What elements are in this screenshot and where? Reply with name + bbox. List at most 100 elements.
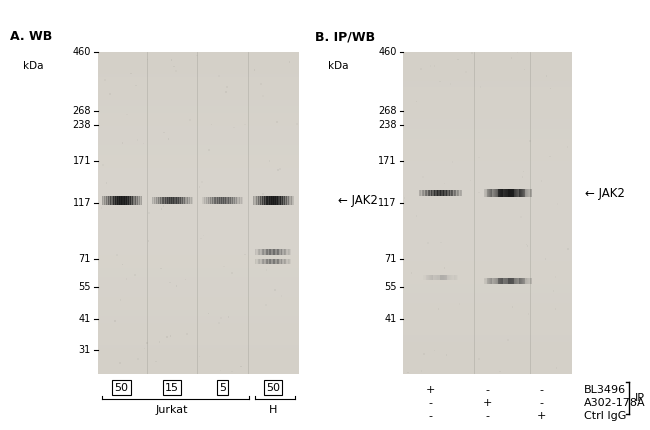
Bar [567, 147, 568, 148]
Bar [200, 238, 202, 240]
Bar [98, 97, 299, 100]
Bar [98, 68, 299, 71]
Bar [98, 245, 299, 248]
Bar [478, 358, 480, 359]
Bar [119, 362, 121, 364]
Bar [403, 352, 572, 355]
Text: 268: 268 [378, 106, 396, 117]
Bar [403, 107, 572, 110]
Bar [98, 123, 299, 126]
Bar [510, 189, 511, 197]
Bar [186, 333, 188, 335]
Bar [497, 278, 498, 284]
Bar [279, 168, 281, 170]
Bar [114, 320, 116, 322]
Bar [416, 215, 417, 217]
Bar [498, 189, 499, 197]
Bar [403, 87, 572, 90]
Text: Jurkat: Jurkat [156, 405, 188, 415]
Bar [486, 278, 487, 284]
Bar [403, 264, 572, 267]
Bar [555, 308, 556, 310]
Bar [517, 189, 518, 197]
Bar [135, 85, 136, 86]
Bar [471, 52, 473, 54]
Bar [403, 219, 572, 223]
Bar [99, 110, 100, 111]
Bar [524, 69, 525, 71]
Bar [525, 278, 526, 284]
Text: 268: 268 [73, 106, 91, 117]
Text: kDa: kDa [328, 61, 349, 71]
Bar [403, 232, 572, 236]
Bar [510, 278, 511, 284]
Bar [530, 189, 531, 197]
Bar [545, 258, 546, 260]
Bar [492, 189, 493, 197]
Bar [98, 255, 299, 258]
Bar [403, 313, 572, 316]
Bar [528, 278, 529, 284]
Bar [266, 269, 267, 270]
Bar [98, 164, 299, 168]
Bar [98, 138, 299, 142]
Bar [98, 216, 299, 219]
Bar [274, 289, 276, 291]
Bar [496, 278, 497, 284]
Bar [403, 300, 572, 303]
Text: 460: 460 [378, 46, 396, 57]
Bar [552, 290, 554, 292]
Bar [98, 152, 299, 155]
Bar [498, 278, 499, 284]
Bar [526, 278, 528, 280]
Bar [516, 189, 517, 197]
Bar [98, 113, 299, 116]
Bar [98, 316, 299, 319]
Bar [485, 189, 486, 197]
Bar [484, 278, 485, 284]
Bar [98, 236, 299, 239]
Bar [499, 189, 500, 197]
Bar [106, 182, 107, 184]
Bar [403, 138, 572, 142]
Bar [523, 171, 525, 172]
Bar [98, 368, 299, 371]
Bar [98, 261, 299, 264]
Bar [98, 171, 299, 174]
Bar [403, 142, 572, 145]
Bar [403, 148, 572, 152]
Bar [244, 254, 246, 255]
Bar [492, 189, 493, 197]
Bar [504, 189, 505, 197]
Bar [511, 189, 512, 197]
Bar [478, 157, 480, 158]
Bar [510, 189, 511, 197]
Bar [450, 83, 451, 85]
Text: -: - [486, 411, 489, 421]
Bar [262, 194, 264, 195]
Bar [499, 278, 500, 284]
Bar [566, 51, 567, 52]
Bar [403, 194, 572, 197]
Bar [438, 308, 439, 310]
Bar [403, 123, 572, 126]
Bar [98, 310, 299, 313]
Bar [403, 68, 572, 71]
Bar [98, 319, 299, 322]
Bar [403, 103, 572, 107]
Bar [98, 348, 299, 352]
Text: 71: 71 [384, 254, 396, 264]
Bar [98, 142, 299, 145]
Bar [126, 114, 127, 115]
Text: 117: 117 [73, 198, 91, 208]
Bar [495, 189, 497, 197]
Bar [554, 276, 556, 278]
Bar [98, 168, 299, 171]
Bar [403, 55, 572, 58]
Bar [403, 365, 572, 368]
Bar [517, 278, 518, 284]
Bar [98, 242, 299, 245]
Bar [499, 278, 500, 284]
Bar [403, 371, 572, 374]
Bar [296, 123, 298, 125]
